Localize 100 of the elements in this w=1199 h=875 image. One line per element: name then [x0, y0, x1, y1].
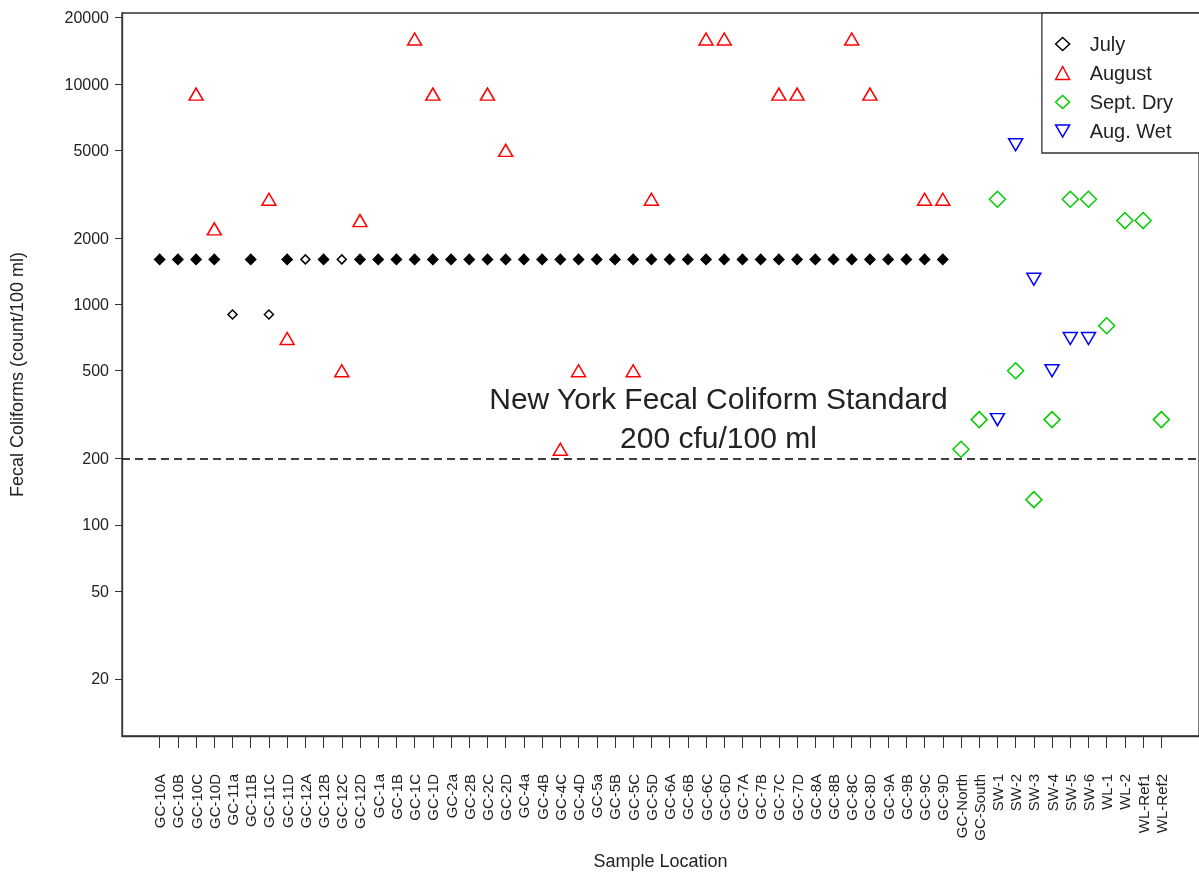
x-tick-label: GC-4D — [570, 773, 588, 821]
point — [937, 253, 949, 266]
point — [916, 192, 933, 206]
point — [499, 253, 512, 266]
point — [261, 192, 277, 206]
y-tick-label: 20000 — [64, 9, 110, 27]
point — [645, 253, 658, 266]
x-tick-label: GC-6C — [697, 773, 715, 821]
x-tick-label: GC-12A — [296, 774, 314, 829]
point — [882, 253, 894, 266]
point — [497, 143, 514, 158]
point — [317, 253, 330, 266]
point — [682, 253, 694, 266]
point — [227, 309, 238, 320]
point — [935, 192, 951, 206]
point — [300, 254, 311, 265]
x-tick-label: GC-11a — [224, 773, 242, 826]
x-tick-label: GC-10A — [151, 774, 169, 829]
point — [1116, 211, 1134, 230]
x-tick-label: GC-9A — [879, 774, 897, 820]
y-tick-label: 2000 — [73, 229, 110, 247]
y-tick-label: 200 — [82, 449, 110, 467]
point — [427, 253, 439, 266]
point — [989, 412, 1006, 427]
x-tick-label: SW-4 — [1043, 774, 1061, 812]
x-tick-label: GC-6D — [715, 773, 733, 821]
point — [625, 363, 641, 378]
point — [570, 363, 587, 378]
x-tick-label: GC-7A — [733, 774, 751, 820]
x-tick-label: GC-5a — [588, 773, 606, 819]
x-tick-label: GC-9C — [916, 773, 934, 821]
x-tick-label: SW-1 — [988, 774, 1006, 812]
x-tick-label: SW-5 — [1061, 774, 1079, 812]
point — [900, 253, 913, 266]
point — [845, 253, 858, 266]
x-tick-label: GC-2D — [497, 773, 515, 821]
x-tick-label: GC-7D — [788, 773, 806, 821]
point — [754, 253, 767, 266]
point — [773, 253, 785, 266]
point — [1152, 410, 1171, 429]
x-tick-label: SW-3 — [1025, 774, 1043, 812]
x-tick-label: SW-6 — [1079, 774, 1097, 812]
y-tick-label: 10000 — [64, 75, 110, 93]
point — [663, 253, 676, 266]
x-tick-label: GC-1D — [424, 773, 442, 821]
point — [952, 440, 970, 459]
point — [536, 253, 548, 266]
point — [1007, 138, 1024, 152]
y-axis-title: Fecal Coliforms (count/100 ml) — [7, 251, 27, 498]
point — [1097, 316, 1116, 335]
point — [609, 253, 621, 266]
x-tick-label: GC-1B — [387, 774, 405, 820]
x-tick-label: WL-1 — [1098, 774, 1116, 810]
point — [572, 253, 585, 266]
point — [263, 309, 275, 320]
x-tick-label: WL-Ref2 — [1152, 774, 1170, 834]
x-tick-label: GC-12C — [333, 773, 351, 830]
point — [1080, 331, 1097, 346]
ref-line-label: New York Fecal Coliform Standard 200 cfu/100 ml — [489, 382, 948, 455]
point — [281, 253, 293, 266]
point — [208, 253, 221, 266]
x-tick-label: GC-8A — [806, 774, 824, 820]
point — [918, 253, 931, 266]
point — [552, 442, 569, 457]
x-tick-label: GC-5B — [606, 774, 624, 820]
x-tick-label: GC-11B — [242, 774, 260, 828]
x-tick-label: GC-8D — [861, 773, 879, 821]
point — [1025, 490, 1043, 509]
x-tick-label: GC-4a — [515, 773, 533, 819]
x-tick-label: GC-9D — [934, 773, 952, 821]
point — [172, 253, 184, 266]
x-tick-label: GC-4C — [551, 773, 569, 821]
point — [372, 253, 384, 266]
point — [190, 253, 202, 266]
x-tick-label: GC-9B — [897, 774, 915, 820]
y-tick-label: 500 — [82, 362, 110, 380]
x-tick-label: GC-11C — [260, 773, 278, 828]
x-tick-label: GC-2B — [460, 774, 478, 820]
point — [1043, 410, 1061, 429]
point — [1079, 190, 1098, 208]
point — [716, 32, 732, 46]
point — [425, 87, 441, 101]
point — [354, 253, 366, 266]
x-tick-label: GC-4B — [533, 774, 551, 820]
x-tick-label: GC-8B — [825, 774, 843, 820]
y-tick-label: 5000 — [73, 141, 110, 159]
point — [463, 253, 476, 266]
point — [843, 32, 860, 46]
point — [244, 253, 257, 266]
point — [627, 253, 639, 266]
point — [1134, 211, 1152, 230]
point — [336, 254, 348, 265]
point — [718, 253, 730, 266]
point — [188, 87, 204, 101]
legend-label: Sept. Dry — [1089, 91, 1173, 113]
point — [1026, 272, 1042, 287]
legend-label: August — [1089, 62, 1153, 84]
legend-label: July — [1089, 33, 1126, 55]
y-tick-label: 20 — [91, 670, 110, 688]
point — [334, 363, 350, 378]
